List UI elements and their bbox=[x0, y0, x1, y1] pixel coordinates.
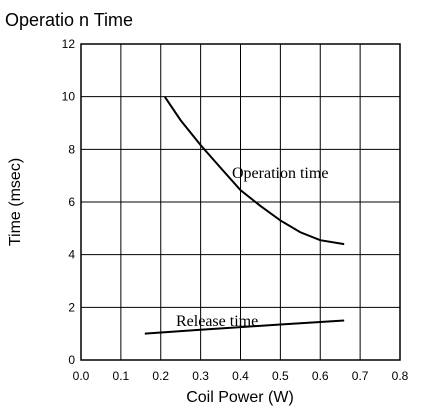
series-label: Release time bbox=[176, 313, 258, 330]
y-tick-label: 6 bbox=[68, 195, 75, 209]
series-label: Operation time bbox=[232, 165, 328, 182]
x-tick-label: 0.8 bbox=[392, 369, 409, 383]
x-tick-label: 0.5 bbox=[272, 369, 289, 383]
x-tick-label: 0.2 bbox=[152, 369, 169, 383]
series-line bbox=[163, 96, 345, 246]
y-tick-label: 0 bbox=[68, 353, 75, 367]
y-tick-label: 4 bbox=[68, 248, 75, 262]
plot-frame bbox=[80, 43, 401, 361]
x-tick-label: 0.0 bbox=[73, 369, 90, 383]
y-tick-label: 12 bbox=[62, 37, 76, 51]
y-tick-label: 2 bbox=[68, 300, 75, 314]
x-tick-label: 0.4 bbox=[232, 369, 249, 383]
y-tick-label: 10 bbox=[62, 90, 76, 104]
x-tick-label: 0.7 bbox=[352, 369, 369, 383]
x-tick-label: 0.3 bbox=[192, 369, 209, 383]
series-line bbox=[144, 319, 345, 335]
x-tick-label: 0.6 bbox=[312, 369, 329, 383]
x-tick-label: 0.1 bbox=[113, 369, 130, 383]
chart-title: Operatio n Time bbox=[5, 10, 133, 30]
x-axis-label: Coil Power (W) bbox=[186, 389, 294, 406]
y-tick-label: 8 bbox=[68, 142, 75, 156]
y-axis-label: Time (msec) bbox=[7, 158, 24, 246]
